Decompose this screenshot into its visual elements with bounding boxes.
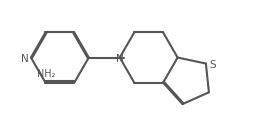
Text: N: N xyxy=(116,53,124,63)
Text: N: N xyxy=(21,53,28,63)
Text: S: S xyxy=(209,59,216,69)
Text: NH₂: NH₂ xyxy=(37,68,56,78)
